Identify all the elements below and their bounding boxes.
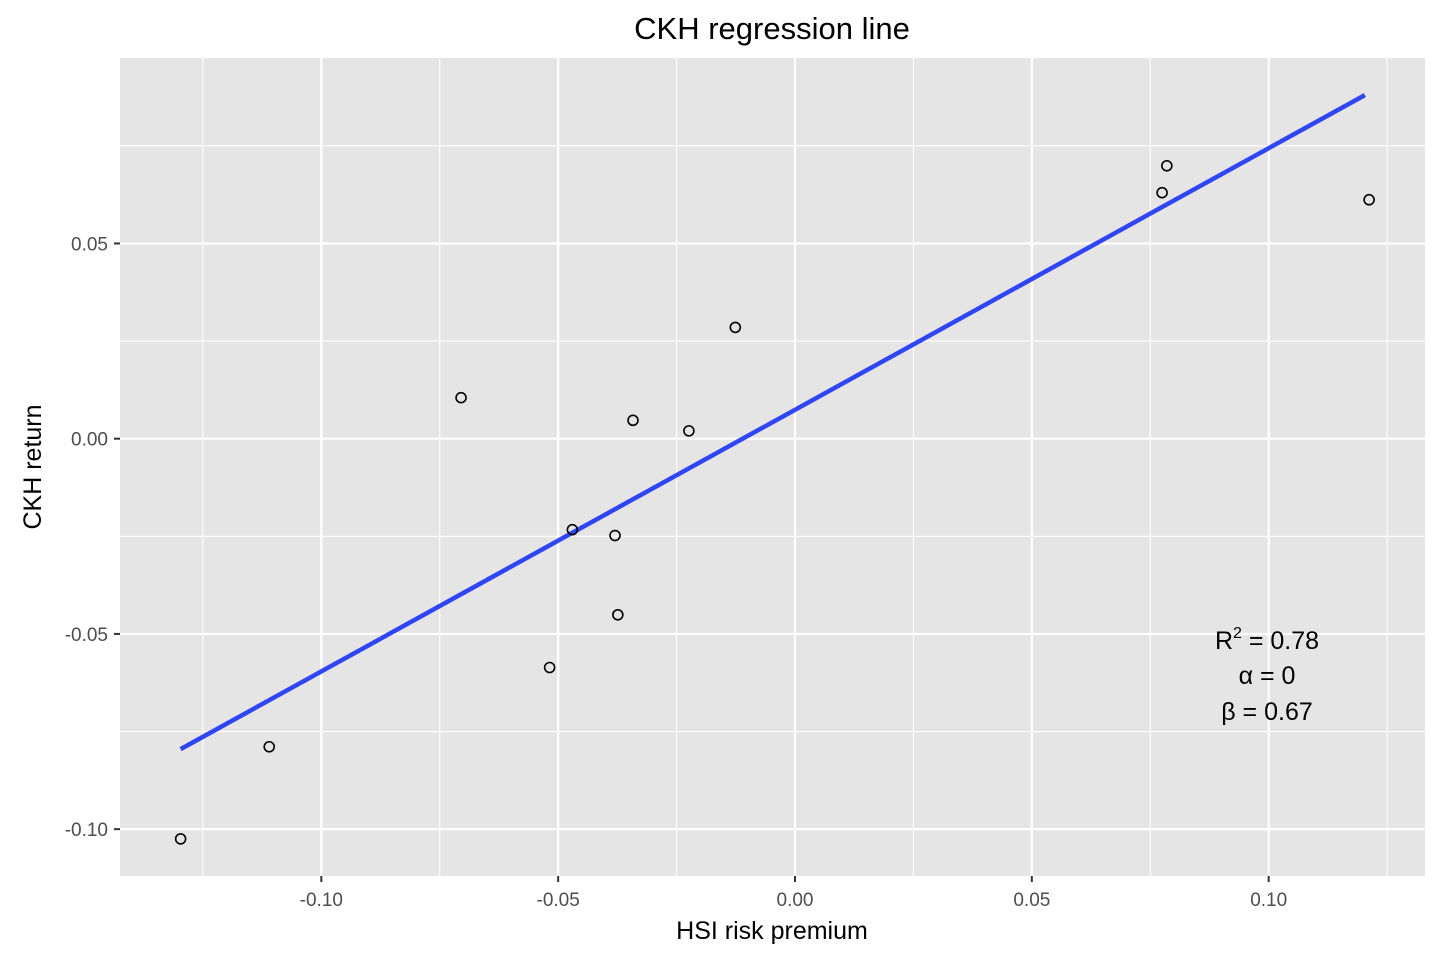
r-squared-annotation: R2 = 0.78 <box>1215 625 1319 655</box>
x-tick-label: 0.10 <box>1250 890 1287 911</box>
scatter-point <box>543 661 556 674</box>
y-tick-label: 0.00 <box>71 430 108 451</box>
chart-title: CKH regression line <box>634 11 910 46</box>
r-squared-superscript: 2 <box>1233 625 1242 642</box>
y-tick-label: -0.10 <box>65 820 108 841</box>
x-tick-label: 0.00 <box>777 890 814 911</box>
r-squared-label: R <box>1215 627 1233 655</box>
major-grid <box>120 58 1425 876</box>
scatter-point <box>566 523 579 536</box>
y-axis-title: CKH return <box>19 404 47 529</box>
scatter-point <box>1156 186 1168 199</box>
x-tick-label: 0.05 <box>1013 890 1050 911</box>
y-tick-label: -0.05 <box>65 625 108 646</box>
x-tick-label: -0.05 <box>537 890 580 911</box>
regression-line <box>179 93 1366 752</box>
scatter-point <box>174 833 187 845</box>
regression-line-layer <box>179 93 1366 752</box>
alpha-annotation: α = 0 <box>1239 662 1296 690</box>
scatter-points <box>174 159 1375 845</box>
scatter-point <box>1161 159 1173 172</box>
beta-annotation: β = 0.67 <box>1221 698 1313 726</box>
scatter-point <box>612 608 624 621</box>
plot-panel <box>120 58 1425 876</box>
minor-grid <box>120 58 1425 876</box>
scatter-point <box>683 425 695 437</box>
x-tick-label: -0.10 <box>300 890 343 911</box>
y-tick-label: 0.05 <box>71 234 108 255</box>
scatter-point <box>263 740 276 753</box>
scatter-point <box>455 391 467 404</box>
scatter-point <box>729 321 742 334</box>
scatter-point <box>609 529 621 542</box>
axis-ticks: -0.10 -0.05 0.00 0.05 0.10 -0.10 -0.05 0.00 0.05 <box>65 234 1287 911</box>
r-squared-value: = 0.78 <box>1242 627 1319 655</box>
scatter-point <box>1363 193 1375 206</box>
x-axis-title: HSI risk premium <box>676 917 868 945</box>
scatter-point <box>627 414 639 427</box>
fit-statistics: R2 = 0.78 α = 0 β = 0.67 <box>1215 625 1319 726</box>
